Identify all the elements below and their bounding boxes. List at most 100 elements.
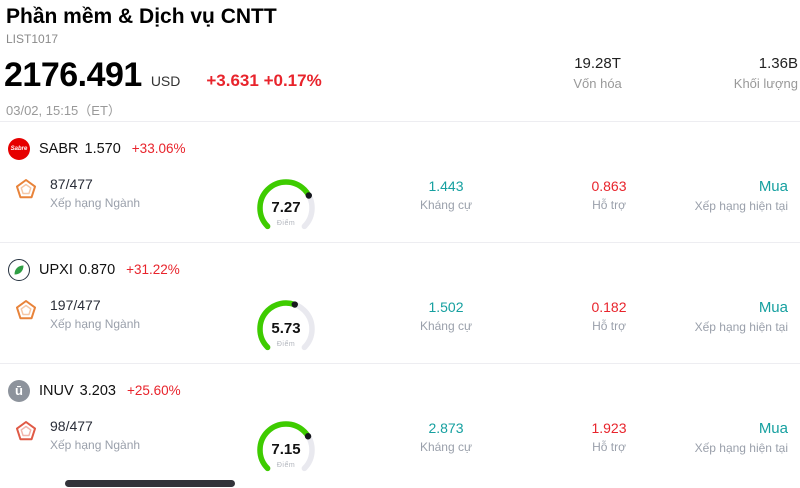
ticker-price: 0.870 xyxy=(78,261,116,278)
quote-stats: 19.28T Vốn hóa 1.36B Khối lượng xyxy=(573,54,800,91)
resistance-value: 1.443 xyxy=(428,178,464,194)
index-change: +3.631 +0.17% xyxy=(206,71,322,90)
rating-label: Xếp hạng hiện tại xyxy=(694,199,788,213)
inuv-logo: ū xyxy=(8,379,30,402)
market-cap-label: Vốn hóa xyxy=(573,76,622,91)
index-price: 2176.491 xyxy=(4,56,142,94)
support-value: 0.863 xyxy=(591,178,627,194)
logo-text: Sabre xyxy=(10,145,28,152)
rating-cell: Mua Xếp hạng hiện tại xyxy=(668,414,800,455)
stock-row[interactable]: ū INUV 3.203 +25.60% 98/477 Xếp hạng Ngà… xyxy=(0,363,800,484)
ticker-change: +25.60% xyxy=(126,383,181,398)
rating-cell: Mua Xếp hạng hiện tại xyxy=(668,172,800,213)
quote-datetime: 03/02, 15:15（ET） xyxy=(6,103,121,118)
stock-body: 98/477 Xếp hạng Ngành 7.15 Điểm 2.873 xyxy=(0,414,800,478)
rank-label: Xếp hạng Ngành xyxy=(50,317,141,331)
gauge-needle-dot xyxy=(304,433,312,440)
rating-label: Xếp hạng hiện tại xyxy=(694,320,788,334)
stock-header[interactable]: Sabre SABR 1.570 +33.06% xyxy=(0,137,800,160)
resistance-value: 1.502 xyxy=(428,299,464,315)
resistance-cell: 2.873 Kháng cự xyxy=(342,414,550,454)
page-header: Phần mềm & Dịch vụ CNTT LIST1017 xyxy=(0,0,800,47)
rank-text: 87/477 Xếp hạng Ngành xyxy=(50,176,140,210)
quote-section: 2176.491 USD +3.631 +0.17% 03/02, 15:15（… xyxy=(0,47,800,121)
rating-label: Xếp hạng hiện tại xyxy=(694,441,788,455)
rating-value[interactable]: Mua xyxy=(758,178,788,195)
rank-value: 197/477 xyxy=(50,297,101,313)
market-cap-stat: 19.28T Vốn hóa xyxy=(573,54,621,91)
gauge-arc xyxy=(257,300,315,351)
rank-text: 197/477 Xếp hạng Ngành xyxy=(50,297,140,331)
support-value: 1.923 xyxy=(591,420,627,436)
resistance-label: Kháng cự xyxy=(419,319,473,333)
volume-label: Khối lượng xyxy=(733,76,798,91)
stock-row[interactable]: Sabre SABR 1.570 +33.06% 87/477 Xếp hạng… xyxy=(0,121,800,242)
ticker-symbol: SABR xyxy=(39,140,79,157)
rank-value: 87/477 xyxy=(50,176,93,192)
score-gauge: 7.15 Điểm xyxy=(230,414,342,478)
score-gauge: 5.73 Điểm xyxy=(230,293,342,357)
currency-label: USD xyxy=(150,73,181,89)
rank-text: 98/477 Xếp hạng Ngành xyxy=(50,418,140,452)
rating-value[interactable]: Mua xyxy=(758,299,788,316)
ticker-price: 3.203 xyxy=(79,382,116,399)
rank-label: Xếp hạng Ngành xyxy=(50,196,141,210)
resistance-value: 2.873 xyxy=(428,420,464,436)
rating-cell: Mua Xếp hạng hiện tại xyxy=(668,293,800,334)
support-value: 0.182 xyxy=(591,299,627,315)
rating-value[interactable]: Mua xyxy=(758,420,788,437)
leaf-icon xyxy=(14,265,24,274)
stock-body: 87/477 Xếp hạng Ngành 7.27 Điểm 1.443 xyxy=(0,172,800,236)
stock-row[interactable]: UPXI 0.870 +31.22% 197/477 Xếp hạng Ngàn… xyxy=(0,242,800,363)
ticker-change: +31.22% xyxy=(126,262,180,277)
sabre-logo: Sabre xyxy=(8,137,30,160)
volume-stat: 1.36B Khối lượng xyxy=(734,54,798,91)
price-line: 2176.491 USD +3.631 +0.17% xyxy=(4,56,800,95)
logo-text: ū xyxy=(15,383,23,398)
resistance-cell: 1.443 Kháng cự xyxy=(342,172,550,212)
industry-rank-cell: 197/477 Xếp hạng Ngành xyxy=(0,293,230,331)
resistance-label: Kháng cự xyxy=(419,440,473,454)
gauge-value: 5.73 xyxy=(271,320,301,337)
resistance-cell: 1.502 Kháng cự xyxy=(342,293,550,333)
gauge-needle-dot xyxy=(291,301,298,308)
ticker-change: +33.06% xyxy=(131,141,186,156)
gauge-unit-label: Điểm xyxy=(276,341,296,348)
rank-label: Xếp hạng Ngành xyxy=(50,438,141,452)
support-cell: 0.863 Hỗ trợ xyxy=(550,172,668,212)
support-label: Hỗ trợ xyxy=(592,440,626,454)
gauge-unit-label: Điểm xyxy=(276,462,296,469)
market-cap-value: 19.28T xyxy=(574,55,621,72)
pentagon-rank-icon xyxy=(15,300,37,320)
gauge-arc xyxy=(257,179,315,230)
gauge-wrap: 7.15 Điểm xyxy=(248,414,324,478)
industry-rank-cell: 98/477 Xếp hạng Ngành xyxy=(0,414,230,452)
industry-rank-cell: 87/477 Xếp hạng Ngành xyxy=(0,172,230,210)
ticker-symbol: INUV xyxy=(39,382,74,399)
pentagon-rank-icon xyxy=(15,179,37,199)
list-code: LIST1017 xyxy=(6,32,59,46)
gauge-arc xyxy=(257,421,315,472)
pentagon-rank-icon xyxy=(15,421,37,441)
ticker-price: 1.570 xyxy=(84,140,121,157)
ticker-symbol: UPXI xyxy=(39,261,73,278)
support-label: Hỗ trợ xyxy=(592,319,626,333)
rank-value: 98/477 xyxy=(50,418,93,434)
gauge-unit-label: Điểm xyxy=(276,220,296,227)
support-cell: 0.182 Hỗ trợ xyxy=(550,293,668,333)
page-title: Phần mềm & Dịch vụ CNTT xyxy=(6,5,277,28)
resistance-label: Kháng cự xyxy=(419,198,473,212)
support-label: Hỗ trợ xyxy=(592,198,626,212)
horizontal-scrollbar-thumb[interactable] xyxy=(65,480,235,487)
stock-header[interactable]: ū INUV 3.203 +25.60% xyxy=(0,379,800,402)
upxi-logo xyxy=(8,258,30,281)
stock-header[interactable]: UPXI 0.870 +31.22% xyxy=(0,258,800,281)
gauge-value: 7.27 xyxy=(271,199,301,216)
gauge-needle-dot xyxy=(305,192,312,199)
gauge-value: 7.15 xyxy=(271,441,301,458)
support-cell: 1.923 Hỗ trợ xyxy=(550,414,668,454)
stock-body: 197/477 Xếp hạng Ngành 5.73 Điểm 1.502 xyxy=(0,293,800,357)
volume-value: 1.36B xyxy=(758,55,798,72)
gauge-wrap: 7.27 Điểm xyxy=(248,172,324,236)
